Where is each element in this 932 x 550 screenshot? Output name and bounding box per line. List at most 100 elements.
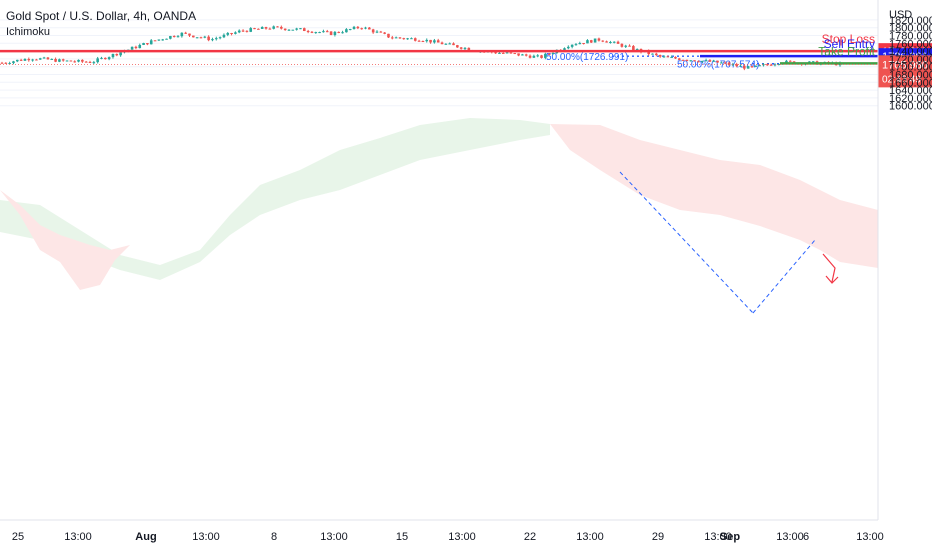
arrow-drawing (822, 253, 836, 283)
candle-body (609, 41, 612, 43)
candle-body (58, 59, 61, 62)
candle-body (35, 59, 38, 61)
candle-body (280, 26, 283, 29)
candle-body (391, 37, 394, 39)
candle-body (257, 28, 260, 30)
candle-body (448, 43, 451, 45)
candle-body (291, 29, 295, 31)
candle-body (138, 44, 142, 49)
candle-body (402, 38, 406, 40)
candle-body (524, 54, 528, 56)
indicator-label[interactable]: Ichimoku (6, 26, 51, 38)
candle-body (452, 43, 455, 46)
candle-body (211, 39, 214, 41)
candle-body (260, 27, 264, 29)
candle-body (616, 41, 620, 44)
candle-body (195, 37, 199, 39)
candle-body (574, 44, 578, 46)
candle-body (241, 30, 245, 32)
candle-body (551, 53, 555, 55)
y-tick-label: 1720.000 (889, 54, 932, 66)
fib-trend-line (619, 171, 754, 314)
candle-body (712, 60, 716, 62)
candle-body (674, 56, 677, 59)
candle-body (65, 60, 69, 62)
candle-body (161, 39, 165, 41)
candle-body (38, 58, 42, 60)
candle-body (544, 53, 547, 58)
candle-body (341, 32, 344, 34)
candle-body (84, 61, 88, 63)
candle-body (299, 28, 302, 30)
candle-body (383, 32, 386, 34)
take-profit-label: Take Profit (818, 44, 875, 58)
candle-body (19, 59, 23, 61)
candle-body (655, 53, 658, 56)
candle-body (746, 66, 750, 69)
candle-body (46, 57, 50, 60)
candle-body (681, 59, 685, 61)
candle-body (769, 64, 773, 66)
candle-body (23, 58, 27, 61)
candle-body (570, 44, 574, 47)
candle-body (153, 40, 157, 42)
candle-body (429, 39, 432, 43)
candle-body (425, 39, 429, 42)
x-tick-label: 15 (396, 531, 408, 543)
candle-body (345, 29, 348, 33)
candle-body (704, 60, 708, 62)
candle-body (651, 53, 654, 55)
candle-body (532, 55, 536, 58)
x-tick-label: 6 (803, 531, 809, 543)
candle-body (169, 36, 172, 39)
candle-body (628, 45, 631, 47)
candle-body (364, 27, 367, 29)
x-tick-label: Sep (720, 531, 740, 543)
candle-body (410, 38, 413, 40)
candle-body (528, 55, 532, 58)
candle-body (50, 58, 54, 60)
fib-level-label: 50.00%(1707.574) (677, 60, 759, 71)
candle-body (597, 38, 601, 41)
candle-body (268, 28, 272, 30)
candle-body (720, 62, 723, 64)
candle-body (314, 32, 318, 34)
y-tick-label: 1600.000 (889, 101, 932, 113)
candle-body (172, 36, 176, 38)
candle-body (146, 43, 149, 45)
candle-body (509, 52, 513, 54)
candle-body (662, 56, 666, 58)
candle-body (612, 41, 616, 43)
candle-body (199, 37, 203, 39)
stop-loss-label: Stop Loss (822, 32, 875, 46)
candle-body (73, 61, 77, 63)
candle-body (81, 59, 84, 62)
candle-body (360, 28, 363, 30)
candle-body (325, 31, 329, 33)
x-tick-label: 13:00 (64, 531, 92, 543)
candle-body (8, 63, 11, 65)
candle-body (670, 56, 673, 58)
x-tick-label: 13:00 (776, 531, 804, 543)
candle-body (77, 59, 80, 62)
candle-body (27, 58, 31, 61)
candle-body (54, 58, 57, 62)
candle-body (758, 65, 761, 67)
candle-body (498, 52, 501, 54)
x-tick-label: 29 (652, 531, 664, 543)
candle-body (104, 57, 107, 60)
last-price-tag (878, 55, 932, 88)
candle-body (0, 62, 4, 64)
candle-body (130, 46, 134, 50)
y-tick-label: 1660.000 (889, 77, 932, 89)
y-tick-label: 1820.000 (889, 15, 932, 27)
candle-body (777, 64, 781, 66)
candle-body (276, 26, 279, 28)
trade-levels: Stop Loss1739.839Sell Entry1726.991Take … (0, 32, 932, 284)
candle-body (398, 37, 402, 39)
candle-body (536, 55, 540, 57)
candle-body (157, 39, 161, 41)
candle-body (394, 37, 398, 39)
candle-body (180, 32, 184, 37)
